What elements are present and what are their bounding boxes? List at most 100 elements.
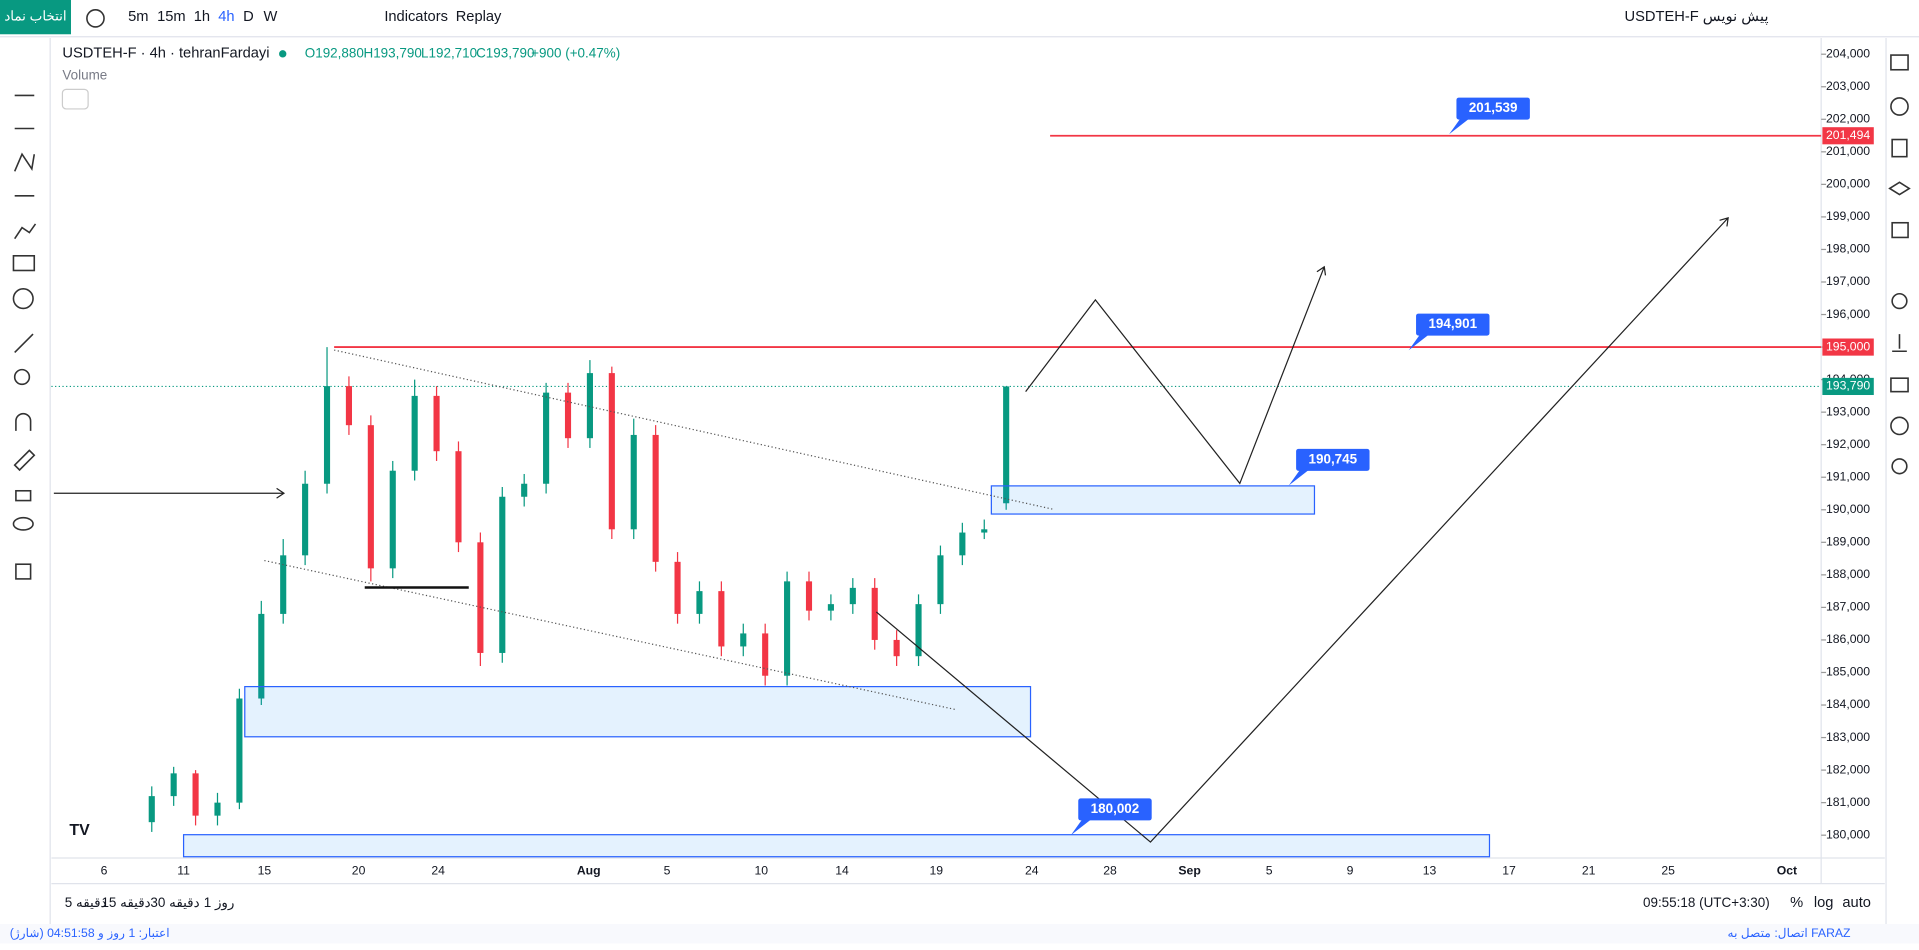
top-bar [0, 0, 1919, 37]
right-tools[interactable] [1888, 54, 1911, 475]
range-button[interactable]: 15 دقیقه [101, 895, 150, 910]
y-tick-label: 202,000 [1826, 112, 1870, 126]
price-label: 201,494 [1826, 128, 1870, 142]
y-tick-label: 196,000 [1826, 307, 1870, 321]
symbol-title: USDTEH-F · 4h · tehranFardayi [62, 46, 269, 62]
y-tick-label: 201,000 [1826, 144, 1870, 158]
y-tick-label: 204,000 [1826, 46, 1870, 60]
trendline [264, 559, 958, 711]
range-button[interactable]: 5 دقیقه [65, 895, 107, 910]
x-tick-label: 17 [1502, 864, 1516, 878]
y-tick-label: 184,000 [1826, 697, 1870, 711]
callout-pointer [1288, 468, 1311, 486]
range-button[interactable]: 1 روز [204, 895, 235, 911]
candle-body [849, 587, 856, 605]
x-tick-label: 9 [1347, 864, 1354, 878]
x-tick-label: 6 [101, 864, 108, 878]
callout-text: 201,539 [1469, 100, 1518, 115]
x-tick-label: Oct [1777, 864, 1797, 878]
range-button[interactable]: 30 دقیقه [150, 895, 199, 910]
candle-body [236, 698, 243, 803]
candle-body [367, 425, 374, 569]
replay[interactable]: Replay [456, 9, 502, 25]
callout-bg [1296, 448, 1370, 471]
candle-body [1003, 386, 1010, 504]
x-tick-label: 19 [929, 864, 943, 878]
candle-body [674, 561, 681, 614]
price-label: 195,000 [1826, 339, 1870, 353]
collapse-button[interactable] [61, 88, 89, 110]
callout-pointer [1408, 333, 1431, 351]
y-tick-label: 203,000 [1826, 79, 1870, 93]
y-tick-label: 189,000 [1826, 535, 1870, 549]
x-tick-label: 24 [431, 864, 445, 878]
callout-bg [1078, 798, 1152, 821]
price-label-bg [1822, 338, 1874, 356]
right-toolbar [1887, 37, 1919, 926]
candle-body [148, 796, 155, 823]
trendline [333, 349, 1053, 510]
candle-body [652, 434, 659, 562]
indicators[interactable]: Indicators [384, 9, 448, 25]
y-tick-label: 198,000 [1826, 242, 1870, 256]
ohlc-open: O192,880 [305, 45, 364, 60]
percent-toggle[interactable]: % [1790, 895, 1803, 911]
interval[interactable]: 5m [128, 9, 148, 25]
ohlc-high: H193,790 [363, 45, 421, 60]
interval[interactable]: 4h [218, 9, 234, 25]
x-tick-label: 13 [1423, 864, 1437, 878]
candle-body [543, 392, 550, 484]
ohlc-change: +900 (+0.47%) [531, 45, 620, 60]
symbol-button-text[interactable]: انتخاب نماد [4, 9, 66, 24]
zone-box [182, 834, 1491, 858]
arrow [53, 487, 286, 499]
symbol-draft[interactable]: USDTEH-F پیش نویس [1625, 9, 1769, 25]
drawings [53, 217, 1729, 858]
y-tick-label: 193,000 [1826, 404, 1870, 418]
callout-text: 190,745 [1309, 451, 1358, 466]
projection [1025, 265, 1327, 485]
x-tick-label: 15 [258, 864, 272, 878]
x-tick-label: 21 [1582, 864, 1596, 878]
x-tick-label: 25 [1661, 864, 1675, 878]
candle-body [915, 604, 922, 657]
candle-body [564, 392, 572, 439]
volume-label: Volume [62, 67, 107, 82]
x-tick-label: 5 [1266, 864, 1273, 878]
interval[interactable]: W [264, 9, 278, 25]
interval[interactable]: D [243, 9, 254, 25]
callout-text: 180,002 [1091, 801, 1140, 816]
add-icon[interactable] [86, 8, 105, 28]
y-tick-label: 191,000 [1826, 469, 1870, 483]
drawing-tools[interactable] [12, 94, 37, 580]
auto-toggle[interactable]: auto [1842, 895, 1871, 911]
candle-body [192, 773, 199, 816]
log-toggle[interactable]: log [1814, 895, 1834, 911]
candle-body [345, 386, 352, 426]
callout-pointer [1449, 117, 1472, 135]
left-toolbar [0, 37, 49, 926]
y-tick-label: 183,000 [1826, 730, 1870, 744]
candle-body [302, 483, 309, 556]
projection [875, 217, 1729, 843]
clock: 09:55:18 (UTC+3:30) [1643, 895, 1770, 910]
interval[interactable]: 1h [194, 9, 210, 25]
x-tick-label: Aug [577, 864, 601, 878]
interval[interactable]: 15m [157, 9, 186, 25]
candle-body [170, 773, 177, 797]
candle-body [871, 587, 878, 640]
price-label-bg [1822, 377, 1874, 396]
candle-body [630, 434, 637, 530]
candle-body [608, 373, 615, 530]
zone-box [990, 485, 1316, 515]
ohlc-low: L192,710 [421, 45, 477, 60]
x-tick-label: 24 [1025, 864, 1039, 878]
y-tick-label: 180,000 [1826, 827, 1870, 841]
y-tick-label: 199,000 [1826, 209, 1870, 223]
candle-body [433, 395, 440, 452]
y-tick-label: 186,000 [1826, 632, 1870, 646]
candle-body [893, 639, 900, 657]
symbol-button[interactable] [0, 0, 71, 35]
